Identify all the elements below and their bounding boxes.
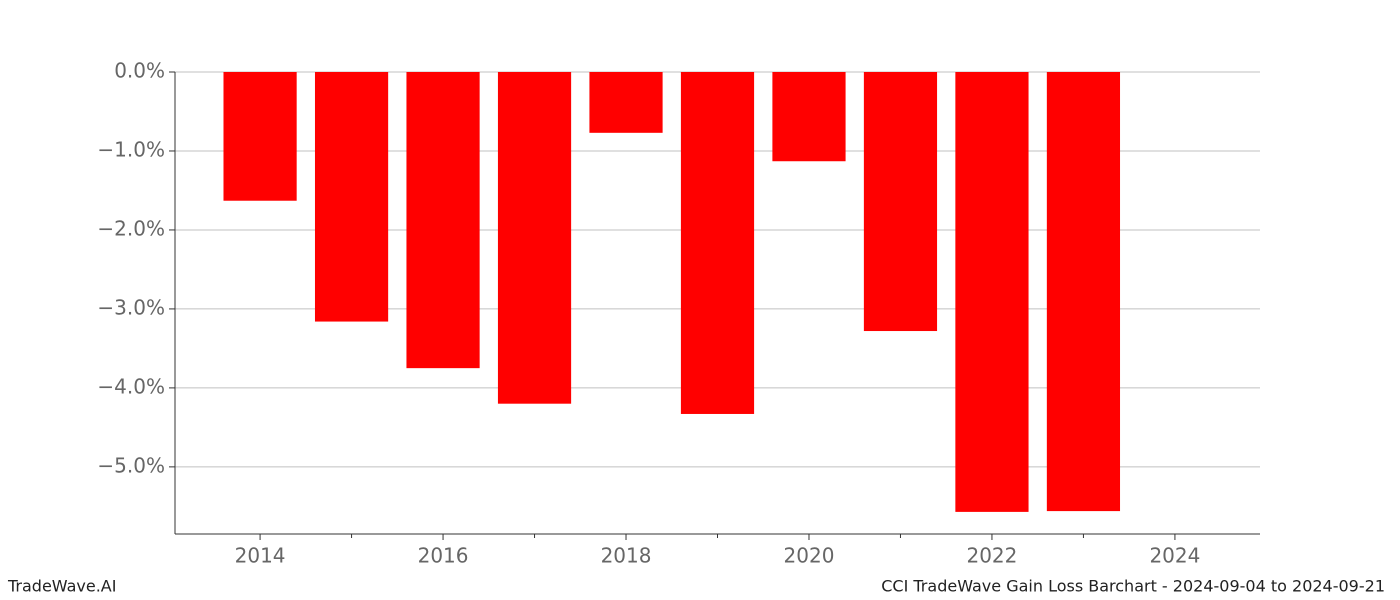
y-tick-label: −5.0% [97,453,165,477]
bar [1046,72,1121,512]
bar [406,72,480,369]
x-tick-label: 2024 [1149,544,1200,568]
y-tick-label: −1.0% [97,137,165,161]
bar [314,72,389,322]
y-tick-label: −3.0% [97,295,165,319]
bar [772,72,846,162]
x-tick-label: 2014 [235,544,286,568]
x-tick-label: 2018 [601,544,652,568]
bar [955,72,1029,512]
x-tick-label: 2016 [418,544,469,568]
bar [223,72,297,201]
y-tick-label: 0.0% [114,59,165,83]
footer-left: TradeWave.AI [7,577,116,596]
bar [680,72,755,414]
bar [863,72,938,332]
y-tick-label: −4.0% [97,374,165,398]
x-tick-label: 2020 [784,544,835,568]
y-tick-label: −2.0% [97,216,165,240]
bar [589,72,663,133]
x-tick-label: 2022 [966,544,1017,568]
footer-right: CCI TradeWave Gain Loss Barchart - 2024-… [881,577,1385,596]
bar [497,72,572,404]
